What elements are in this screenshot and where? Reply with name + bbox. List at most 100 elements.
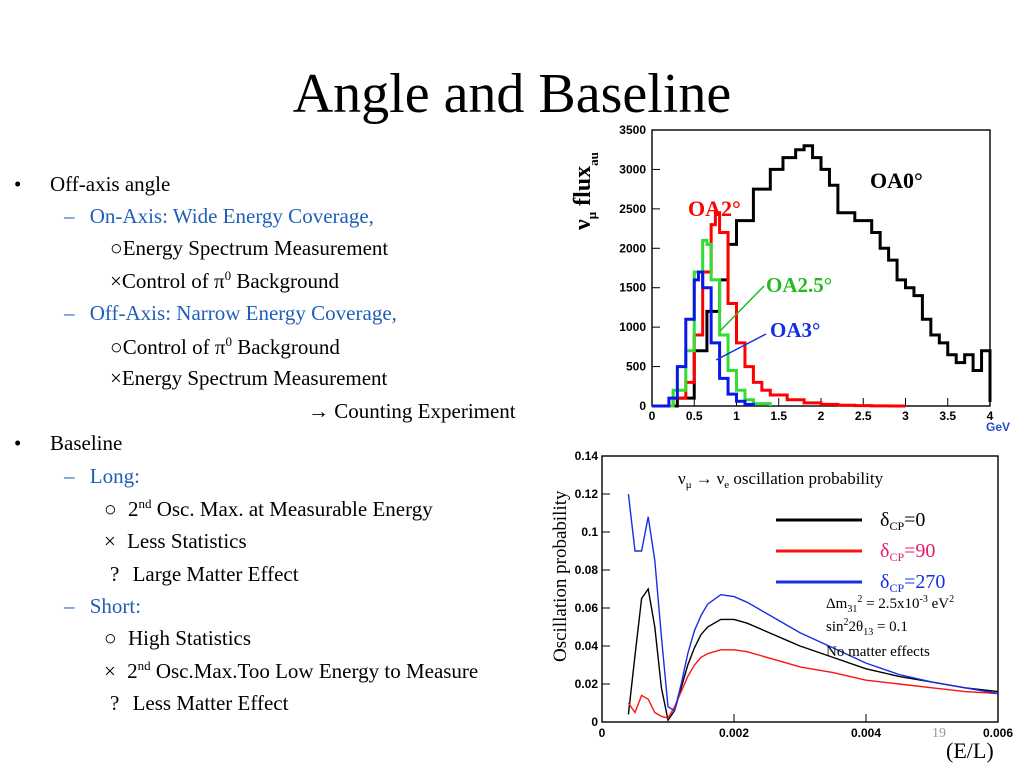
flux-y-tick-label: 2000 [619,241,646,255]
legend-label-cp0: δCP=0 [880,509,925,533]
title-sub2: e [724,479,729,491]
sub-bullet-text: Long: [89,464,140,488]
flux-x-tick-label: 0 [649,409,656,423]
question-mark-icon: ? [110,691,120,715]
item-text-post: Osc.Max.Too Low Energy to Measure [150,659,479,683]
circle-mark-icon: ○ [104,497,117,521]
item-counting-experiment: → Counting Experiment [308,399,516,424]
osc-x-tick-label: 0 [599,726,606,740]
item-text: 2 [127,497,139,521]
circle-mark-icon: ○ [110,236,123,260]
osc-series-group [627,493,999,722]
circle-mark-icon: ○ [110,335,123,359]
osc-y-tick-label: 0.12 [575,487,599,501]
flux-y-tick-label: 2500 [619,202,646,216]
item-text: → Counting Experiment [308,399,516,423]
flux-ylabel-au: au [586,152,601,166]
flux-x-tick-label: 2.5 [855,409,872,423]
osc-x-axis-title: (E/L) [946,738,994,763]
item-sup: nd [138,496,152,511]
bullet-off-axis-angle: • Off-axis angle [14,172,170,197]
item-sup: nd [137,658,151,673]
item-text-post: Background [231,269,340,293]
oa25-label: OA2.5° [766,273,832,297]
flux-x-tick-label: 0.5 [686,409,703,423]
oa2-label: OA2° [688,196,741,221]
dash-marker: – [64,301,75,325]
bullet-text: Off-axis angle [50,172,171,196]
matter-annotation: No matter effects [826,644,930,660]
oa3-label: OA3° [770,318,820,342]
circle-mark-icon: ○ [104,626,117,650]
oscillation-chart: 0 0.02 0.04 0.06 0.08 0.1 0.12 0.14 0 0.002 0.004… [550,449,1013,740]
item-text: Less Matter Effect [132,691,289,715]
sub-bullet-long: – Long: [64,464,140,489]
osc-y-tick-label: 0.02 [575,677,599,691]
item-text-post: Background [231,335,340,359]
bullet-list: • Off-axis angle – On-Axis: Wide Energy … [14,172,516,715]
flux-y-tick-label: 3000 [619,162,646,176]
item-pi0-background-bad: ×Control of π0 Background [110,268,339,294]
svg-text:νμ fluxau: νμ fluxau [570,152,601,231]
item-energy-spectrum-bad: ×Energy Spectrum Measurement [110,366,387,391]
flux-chart: 0 500 1000 1500 2000 2500 3000 3500 0 0.5 1 1.5 2 2.… [570,123,1010,434]
dash-marker: – [64,464,75,488]
osc-x-tick-label: 0.002 [719,726,749,740]
flux-series-oa2 [652,211,906,408]
dm-pre: Δm [826,596,848,612]
osc-annotations: Δm312 = 2.5x10-3 eV2 sin22θ13 = 0.1 No m… [826,594,954,660]
osc-y-tick-label: 0.04 [575,639,599,653]
oa3-pointer-line [715,333,767,361]
item-text: Less Statistics [127,529,247,553]
item-energy-spectrum-good: ○Energy Spectrum Measurement [110,236,388,261]
item-text: Control of π [121,269,225,293]
bullet-marker: • [14,172,22,196]
item-text: High Statistics [127,626,252,650]
page-number: 19 [932,726,946,741]
osc-y-axis-title: Oscillation probability [550,490,571,662]
sin-annotation: sin22θ13 = 0.1 [826,617,908,638]
cross-mark-icon: × [110,269,122,293]
osc-y-tick-label: 0 [591,715,598,729]
flux-ylabel-mu: μ [584,211,599,219]
sub-bullet-text: Off-Axis: Narrow Energy Coverage, [89,301,397,325]
dm-mid: = 2.5x10 [862,596,919,612]
osc-series-cp90 [627,649,999,720]
bullet-baseline: • Baseline [14,431,122,456]
oa25-pointer-line [719,285,765,332]
flux-y-tick-label: 3500 [619,123,646,137]
osc-series-cp0 [627,587,999,722]
osc-y-tick-label: 0.1 [581,525,598,539]
title-rest: oscillation probability [729,469,883,488]
bullet-text: Baseline [50,431,123,455]
osc-ylabel: Oscillation probability [550,490,571,662]
flux-x-unit: GeV [986,420,1010,434]
legend-label-cp270: δCP=270 [880,571,945,595]
flux-series-oa3 [652,270,755,408]
flux-ylabel-nu: ν [570,219,596,231]
dm-annotation: Δm312 = 2.5x10-3 eV2 [826,594,954,615]
flux-y-tick-label: 1000 [619,320,646,334]
item-text: Large Matter Effect [132,562,299,586]
flux-x-tick-label: 2 [818,409,825,423]
s-pre: sin [826,619,844,635]
item-second-osc-max-good: ○ 2nd Osc. Max. at Measurable Energy [104,496,433,522]
item-sup: 0 [224,268,232,283]
item-osc-max-too-low-bad: × 2nd Osc.Max.Too Low Energy to Measure [104,658,478,684]
flux-y-tick-label: 500 [626,360,646,374]
slide-title: Angle and Baseline [292,63,732,125]
question-mark-icon: ? [110,562,120,586]
s-sub: 13 [863,627,873,638]
osc-chart-title: νμ → νe oscillation probability [678,469,884,491]
flux-x-ticks: 0 0.5 1 1.5 2 2.5 3 3.5 4 [649,398,994,423]
item-text: Energy Spectrum Measurement [122,236,389,260]
dm-sup: 2 [857,594,862,605]
osc-y-ticks: 0 0.02 0.04 0.06 0.08 0.1 0.12 0.14 [575,449,610,729]
flux-x-tick-label: 1 [733,409,740,423]
dm-sub: 31 [847,604,857,615]
flux-x-tick-label: 3 [902,409,909,423]
flux-series-oa0 [652,144,992,408]
item-text: 2 [127,659,138,683]
osc-series-cp270 [627,493,999,712]
flux-x-tick-label: 1.5 [770,409,787,423]
